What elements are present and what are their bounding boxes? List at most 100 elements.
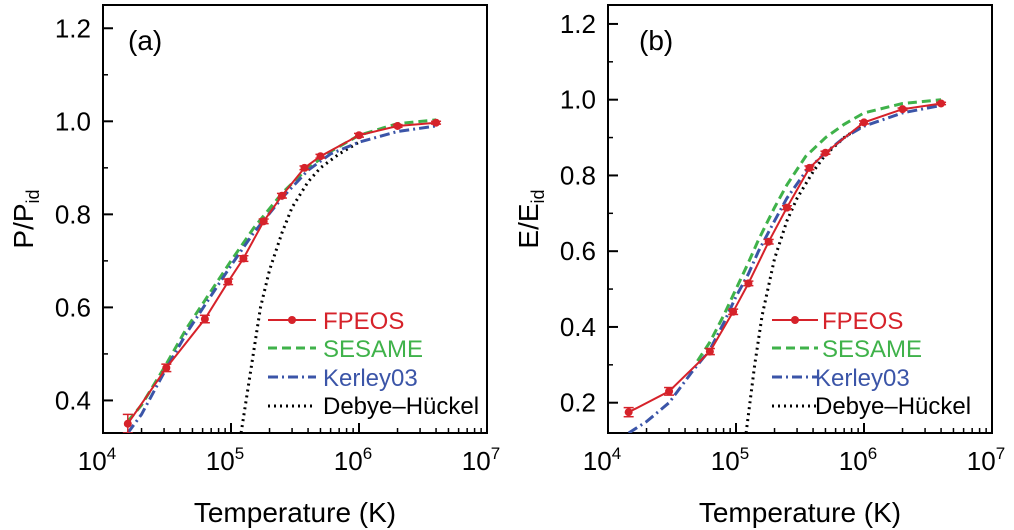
panel-a-x-tick-label-base: 10 (206, 446, 235, 476)
panel-b-fpeos-point (821, 148, 830, 157)
panel-a-x-tick-label: 105 (206, 444, 244, 476)
panel-b-fpeos-point (860, 118, 868, 127)
panel-a-fpeos-point (224, 277, 233, 286)
panel-a-fpeos-point (259, 217, 268, 226)
panel-b-fpeos-point (764, 237, 773, 246)
panel-b-series-sesame-line (696, 98, 942, 362)
panel-b-legend-sesame-label: SESAME (822, 336, 922, 363)
panel-a-series-fpeos-line (126, 121, 437, 425)
panel-a-series (122, 118, 442, 433)
panel-a-fpeos-point (123, 419, 132, 428)
panel-a-fpeos-point (432, 118, 441, 127)
panel-b-plot-frame (607, 4, 993, 434)
panel-a-legend-kerley03-label: Kerley03 (323, 365, 418, 392)
panel-a-fpeos-point (355, 131, 363, 140)
panel-a-x-tick-label-base: 10 (78, 446, 107, 476)
panel-a-legend-debye-huckel: Debye–Hückel (268, 393, 479, 420)
panel-b-legend-debye-huckel-label: Debye–Hückel (815, 393, 971, 420)
panel-b-y-axis-label: E/Eid (513, 189, 548, 248)
panel-a-y-tick-label: 0.6 (55, 292, 91, 322)
panel-a-legend-fpeos-label: FPEOS (323, 308, 404, 335)
panel-b-y-tick-label: 1.0 (560, 85, 596, 115)
panel-b-fpeos-point (665, 387, 674, 396)
panel-a-series-debye-h-ckel-line (239, 140, 360, 433)
panel-b-x-tick-label-base: 10 (711, 446, 740, 476)
panel-b-x-tick-label-exp: 5 (740, 444, 749, 463)
panel-b-fpeos-point (805, 163, 814, 172)
panel-a-plot-frame (102, 4, 488, 434)
panel-b-y-tick-label: 1.2 (560, 9, 596, 39)
panel-b-x-tick-label-base: 10 (967, 446, 996, 476)
panel-b-x-tick-label-base: 10 (839, 446, 868, 476)
panel-a-y-tick-label: 0.8 (55, 199, 91, 229)
panel-a-y-tick-label: 1.0 (55, 106, 91, 136)
panel-b-y-tick-label: 0.4 (560, 312, 596, 342)
panel-b-legend-fpeos-label: FPEOS (822, 308, 903, 335)
panel-b-x-tick-label: 105 (711, 444, 749, 476)
panel-a-x-tick-label: 104 (78, 444, 116, 476)
panel-b-fpeos-point (782, 203, 791, 212)
panel-a-y-axis-label: P/Pid (8, 189, 43, 248)
panel-b-x-tick-label-exp: 7 (996, 444, 1005, 463)
panel-a-legend-debye-huckel-label: Debye–Hückel (323, 393, 479, 420)
panel-a-legend-sesame-label: SESAME (323, 336, 423, 363)
panel-a-fpeos-point (393, 121, 402, 130)
panel-a-y-tick-label: 0.4 (55, 385, 91, 415)
panel-b-legend-fpeos: FPEOS (772, 308, 903, 335)
panel-b-x-tick-label-exp: 6 (868, 444, 877, 463)
panel-a-fpeos-point (239, 254, 248, 263)
panel-a-x-tick-label-base: 10 (334, 446, 363, 476)
panel-b-x-tick-label-base: 10 (583, 446, 612, 476)
panel-a-x-tick-label: 107 (462, 444, 500, 476)
panel-a-legend-fpeos: FPEOS (268, 308, 404, 335)
panel-a-label: (a) (128, 25, 162, 56)
panel-a-fpeos-point (316, 152, 325, 161)
panel-b-fpeos-point (898, 105, 907, 114)
panel-a-x-tick-label-exp: 4 (107, 444, 116, 463)
panel-b-fpeos-point (624, 408, 633, 417)
panel-a-y-axis-label-sub: id (23, 189, 43, 203)
panel-b-series (623, 98, 947, 433)
panel-a-legend: FPEOS SESAME Kerley03 Debye–Hückel (268, 308, 479, 420)
panel-b-legend-sesame: SESAME (772, 336, 922, 363)
panel-a-x-axis-label: Temperature (K) (194, 497, 396, 528)
panel-b-label: (b) (639, 25, 673, 56)
panel-a-fpeos-point (162, 363, 171, 372)
panel-a-fpeos-point (277, 191, 286, 200)
panel-b-x-tick-label-exp: 4 (612, 444, 621, 463)
panel-a-legend-sesame: SESAME (268, 336, 423, 363)
panel-a-legend-kerley03: Kerley03 (268, 365, 418, 392)
panel-b-x-tick-label: 107 (967, 444, 1005, 476)
panel-a-y-tick-label: 1.2 (55, 13, 91, 43)
panel-b-fpeos-point (705, 347, 714, 356)
panel-a-x-tick-label-exp: 5 (235, 444, 244, 463)
panel-b-fpeos-point (729, 307, 738, 316)
panel-a-fpeos-point (200, 315, 209, 324)
panel-b-legend-kerley03: Kerley03 (772, 365, 910, 392)
panel-b-fpeos-point (937, 99, 946, 108)
panel-b-fpeos-point (744, 279, 753, 288)
panel-b-y-tick-label: 0.8 (560, 160, 596, 190)
panel-a-x-tick-label-exp: 7 (491, 444, 500, 463)
panel-b-y-tick-label: 0.6 (560, 236, 596, 266)
panel-b-series-fpeos-line (628, 102, 942, 414)
panel-b-x-tick-label: 104 (583, 444, 621, 476)
panel-b-series-kerley03-line (627, 103, 942, 433)
panel-b-series-area (623, 98, 947, 433)
panel-b-legend: FPEOS SESAME Kerley03 Debye–Hückel (772, 308, 971, 420)
panel-a-x-tick-label-exp: 6 (363, 444, 372, 463)
panel-a-x-tick-label: 106 (334, 444, 372, 476)
panel-a-x-tick-label-base: 10 (462, 446, 491, 476)
panel-a-y-axis-label-base: P/P (8, 203, 39, 248)
panel-b-legend-kerley03-label: Kerley03 (815, 365, 910, 392)
panel-a-fpeos-point (300, 163, 309, 172)
panel-b-y-tick-label: 0.2 (560, 388, 596, 418)
panel-a-series-area (122, 118, 442, 433)
panel-b-x-tick-label: 106 (839, 444, 877, 476)
panel-b-x-axis-label: Temperature (K) (699, 497, 901, 528)
